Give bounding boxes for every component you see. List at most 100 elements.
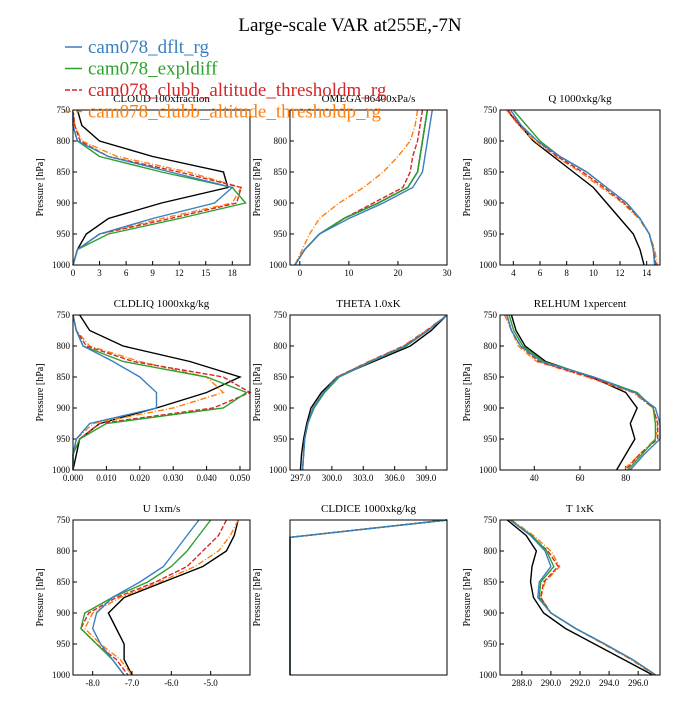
y-tick-label: 950 bbox=[57, 434, 71, 444]
x-tick-label: 296.0 bbox=[628, 678, 649, 688]
x-tick-label: 10 bbox=[344, 268, 354, 278]
plot-frame bbox=[72, 109, 251, 266]
y-tick-label: 800 bbox=[57, 546, 71, 556]
profile-line bbox=[72, 314, 225, 470]
y-tick-label: 950 bbox=[484, 229, 498, 239]
panel-title: CLDICE 1000xkg/kg bbox=[321, 503, 417, 515]
y-axis-label: Pressure [hPa] bbox=[35, 568, 46, 626]
y-axis-label: Pressure [hPa] bbox=[462, 158, 473, 216]
y-tick-label: 750 bbox=[57, 105, 71, 115]
x-tick-label: 0.030 bbox=[163, 473, 184, 483]
profile-line bbox=[72, 109, 229, 266]
x-tick-label: 40 bbox=[530, 473, 540, 483]
y-tick-label: 900 bbox=[274, 403, 288, 413]
x-tick-label: 15 bbox=[201, 268, 211, 278]
profile-line bbox=[294, 109, 429, 266]
profile-line bbox=[91, 519, 200, 676]
y-axis-label: Pressure [hPa] bbox=[462, 363, 473, 421]
y-tick-label: 900 bbox=[484, 608, 498, 618]
y-tick-label: 850 bbox=[274, 372, 288, 382]
y-axis-label: Pressure [hPa] bbox=[35, 363, 46, 421]
profile-line bbox=[299, 314, 448, 471]
y-tick-label: 800 bbox=[57, 136, 71, 146]
x-tick-label: 0.010 bbox=[96, 473, 117, 483]
y-tick-label: 950 bbox=[274, 434, 288, 444]
panel-title: OMEGA 86400xPa/s bbox=[322, 93, 416, 105]
profile-line bbox=[83, 519, 239, 676]
y-tick-label: 750 bbox=[484, 310, 498, 320]
profile-line bbox=[72, 110, 247, 266]
x-tick-label: 292.0 bbox=[570, 678, 591, 688]
y-tick-label: 750 bbox=[57, 310, 71, 320]
x-tick-label: 10 bbox=[589, 268, 599, 278]
panel-title: CLDLIQ 1000xkg/kg bbox=[114, 298, 210, 310]
y-tick-label: 850 bbox=[484, 577, 498, 587]
plot-frame bbox=[289, 519, 448, 676]
y-tick-label: 950 bbox=[57, 639, 71, 649]
y-tick-label: 900 bbox=[484, 198, 498, 208]
x-tick-label: 6 bbox=[124, 268, 129, 278]
profile-line bbox=[508, 314, 657, 471]
profile-line bbox=[510, 109, 656, 266]
y-tick-label: 950 bbox=[274, 229, 288, 239]
profile-line bbox=[72, 314, 158, 470]
y-tick-label: 850 bbox=[57, 577, 71, 587]
plot-frame bbox=[499, 519, 661, 676]
panel-title: Q 1000xkg/kg bbox=[548, 93, 612, 105]
x-tick-label: 4 bbox=[511, 268, 516, 278]
panel-title: T 1xK bbox=[566, 503, 594, 515]
profile-line bbox=[72, 314, 242, 471]
y-tick-label: 1000 bbox=[479, 670, 498, 680]
plot-frame bbox=[289, 109, 448, 266]
y-axis-label: Pressure [hPa] bbox=[252, 568, 263, 626]
y-tick-label: 750 bbox=[484, 105, 498, 115]
plot-frame bbox=[499, 314, 661, 471]
x-tick-label: 9 bbox=[150, 268, 155, 278]
x-tick-label: 14 bbox=[642, 268, 652, 278]
y-tick-label: 1000 bbox=[269, 260, 288, 270]
x-tick-label: 8 bbox=[564, 268, 569, 278]
y-tick-label: 950 bbox=[484, 639, 498, 649]
profile-line bbox=[289, 519, 448, 675]
x-tick-label: 3 bbox=[97, 268, 102, 278]
x-tick-label: 303.0 bbox=[353, 473, 374, 483]
profile-line bbox=[512, 109, 656, 266]
x-tick-label: 18 bbox=[228, 268, 238, 278]
x-tick-label: -7.0 bbox=[125, 678, 140, 688]
x-tick-label: 0.000 bbox=[63, 473, 84, 483]
y-tick-label: 1000 bbox=[52, 260, 71, 270]
y-tick-label: 800 bbox=[484, 546, 498, 556]
y-tick-label: 900 bbox=[484, 403, 498, 413]
y-tick-label: 800 bbox=[484, 341, 498, 351]
y-axis-label: Pressure [hPa] bbox=[35, 158, 46, 216]
y-tick-label: 850 bbox=[484, 167, 498, 177]
profile-line bbox=[506, 109, 645, 266]
y-axis-label: Pressure [hPa] bbox=[252, 158, 263, 216]
profile-line bbox=[72, 109, 243, 266]
profile-line bbox=[107, 519, 239, 676]
profile-line bbox=[289, 519, 448, 675]
x-tick-label: 60 bbox=[576, 473, 586, 483]
profile-line bbox=[72, 109, 243, 266]
y-tick-label: 800 bbox=[274, 341, 288, 351]
plot-frame bbox=[499, 109, 661, 266]
x-tick-label: 0 bbox=[298, 268, 303, 278]
y-axis-label: Pressure [hPa] bbox=[252, 363, 263, 421]
x-tick-label: 30 bbox=[443, 268, 453, 278]
y-tick-label: 1000 bbox=[269, 465, 288, 475]
x-tick-label: 0.050 bbox=[230, 473, 251, 483]
y-tick-label: 850 bbox=[57, 372, 71, 382]
y-tick-label: 1000 bbox=[479, 465, 498, 475]
panel-title: THETA 1.0xK bbox=[336, 298, 401, 310]
y-tick-label: 800 bbox=[484, 136, 498, 146]
x-tick-label: 0 bbox=[71, 268, 76, 278]
y-tick-label: 750 bbox=[57, 515, 71, 525]
x-tick-label: 20 bbox=[393, 268, 403, 278]
x-tick-label: 297.0 bbox=[290, 473, 311, 483]
x-tick-label: 288.0 bbox=[512, 678, 533, 688]
x-tick-label: 6 bbox=[538, 268, 543, 278]
profile-line bbox=[294, 109, 433, 266]
y-tick-label: 900 bbox=[57, 198, 71, 208]
legend-label: cam078_dflt_rg bbox=[88, 37, 210, 58]
